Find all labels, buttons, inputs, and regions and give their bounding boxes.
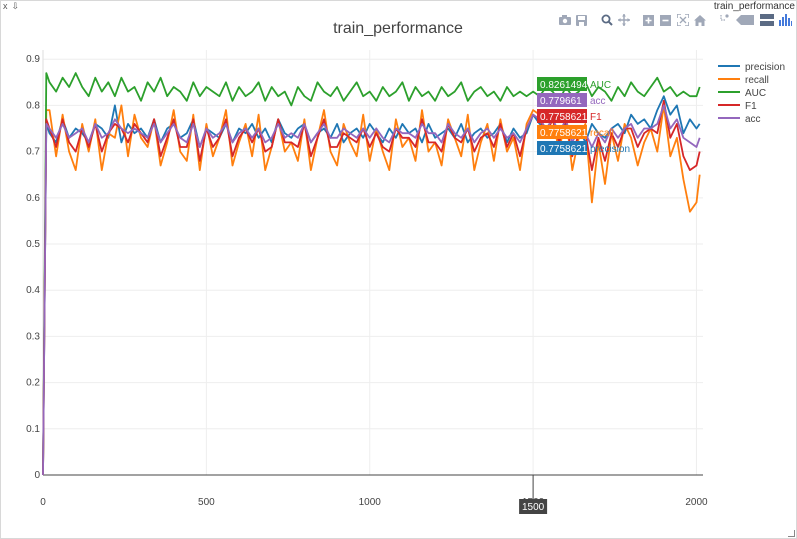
x-tick-label: 1000 [359,497,382,508]
hover-label-value-recall: 0.7758621 [540,128,588,139]
series-line-recall [42,104,701,476]
tick-labels: 00.10.20.30.40.50.60.70.80.9050010001500… [26,54,708,508]
series-lines [42,72,701,476]
close-icon[interactable]: x [3,1,8,11]
x-tick-label: 2000 [685,497,708,508]
resize-handle[interactable] [788,530,795,537]
chart-title: train_performance [333,20,463,37]
series-line-AUC [42,72,701,476]
y-tick-label: 0.6 [26,193,40,204]
y-tick-label: 0.9 [26,54,40,65]
zoom-in-icon[interactable] [642,14,655,27]
window-title: train_performance [713,1,795,12]
y-tick-label: 0.2 [26,378,40,389]
hover-x-label-box [519,499,548,514]
legend-label-recall: recall [745,75,769,86]
x-tick-label: 500 [198,497,215,508]
home-icon[interactable] [693,14,706,27]
gridlines [42,50,703,476]
legend-label-acc: acc [745,114,761,125]
hover-label-box-acc [537,93,587,107]
hover-x-label: 1500 [522,502,545,513]
zoom-icon[interactable] [600,14,613,27]
hover-label-series-AUC: AUC [590,80,611,91]
spike-lines-icon[interactable] [718,14,731,27]
hover-label-value-acc: 0.779661 [540,96,582,107]
hover-compare-icon[interactable] [759,14,775,27]
hover-label-box-precision [537,141,587,155]
y-tick-label: 0 [34,470,40,481]
legend: precision recall AUC F1 acc [718,62,785,125]
window-controls: x ⇩ [3,1,23,12]
modebar [558,13,796,27]
hover-label-box-AUC [537,77,587,91]
y-tick-label: 0.3 [26,331,40,342]
hover-label-series-precision: precision [590,144,630,155]
hover-label-series-F1: F1 [590,112,602,123]
download-icon[interactable]: ⇩ [11,1,20,11]
hover-label-value-F1: 0.7758621 [540,112,588,123]
hover-label-box-F1 [537,109,587,123]
hover-label-value-precision: 0.7758621 [540,144,588,155]
camera-icon[interactable] [558,14,571,27]
pan-icon[interactable] [617,14,630,27]
series-line-acc [42,104,701,476]
hover-label-box-recall [537,125,587,139]
legend-label-F1: F1 [745,101,757,112]
hover-label-series-acc: acc [590,96,606,107]
y-tick-label: 0.4 [26,285,40,296]
y-tick-label: 0.1 [26,424,40,435]
hover-label-value-AUC: 0.8261494 [540,80,588,91]
hover-closest-icon[interactable] [735,14,755,27]
plotly-logo-icon[interactable] [779,14,792,27]
y-tick-label: 0.5 [26,239,40,250]
y-tick-label: 0.8 [26,100,40,111]
hover-label-series-recall: recall [590,128,614,139]
legend-label-precision: precision [745,62,785,73]
legend-label-AUC: AUC [745,88,766,99]
save-icon[interactable] [575,14,588,27]
series-line-F1 [42,99,701,476]
autoscale-icon[interactable] [676,14,689,27]
zoom-out-icon[interactable] [659,14,672,27]
y-tick-label: 0.7 [26,147,40,158]
x-tick-label: 0 [40,497,46,508]
